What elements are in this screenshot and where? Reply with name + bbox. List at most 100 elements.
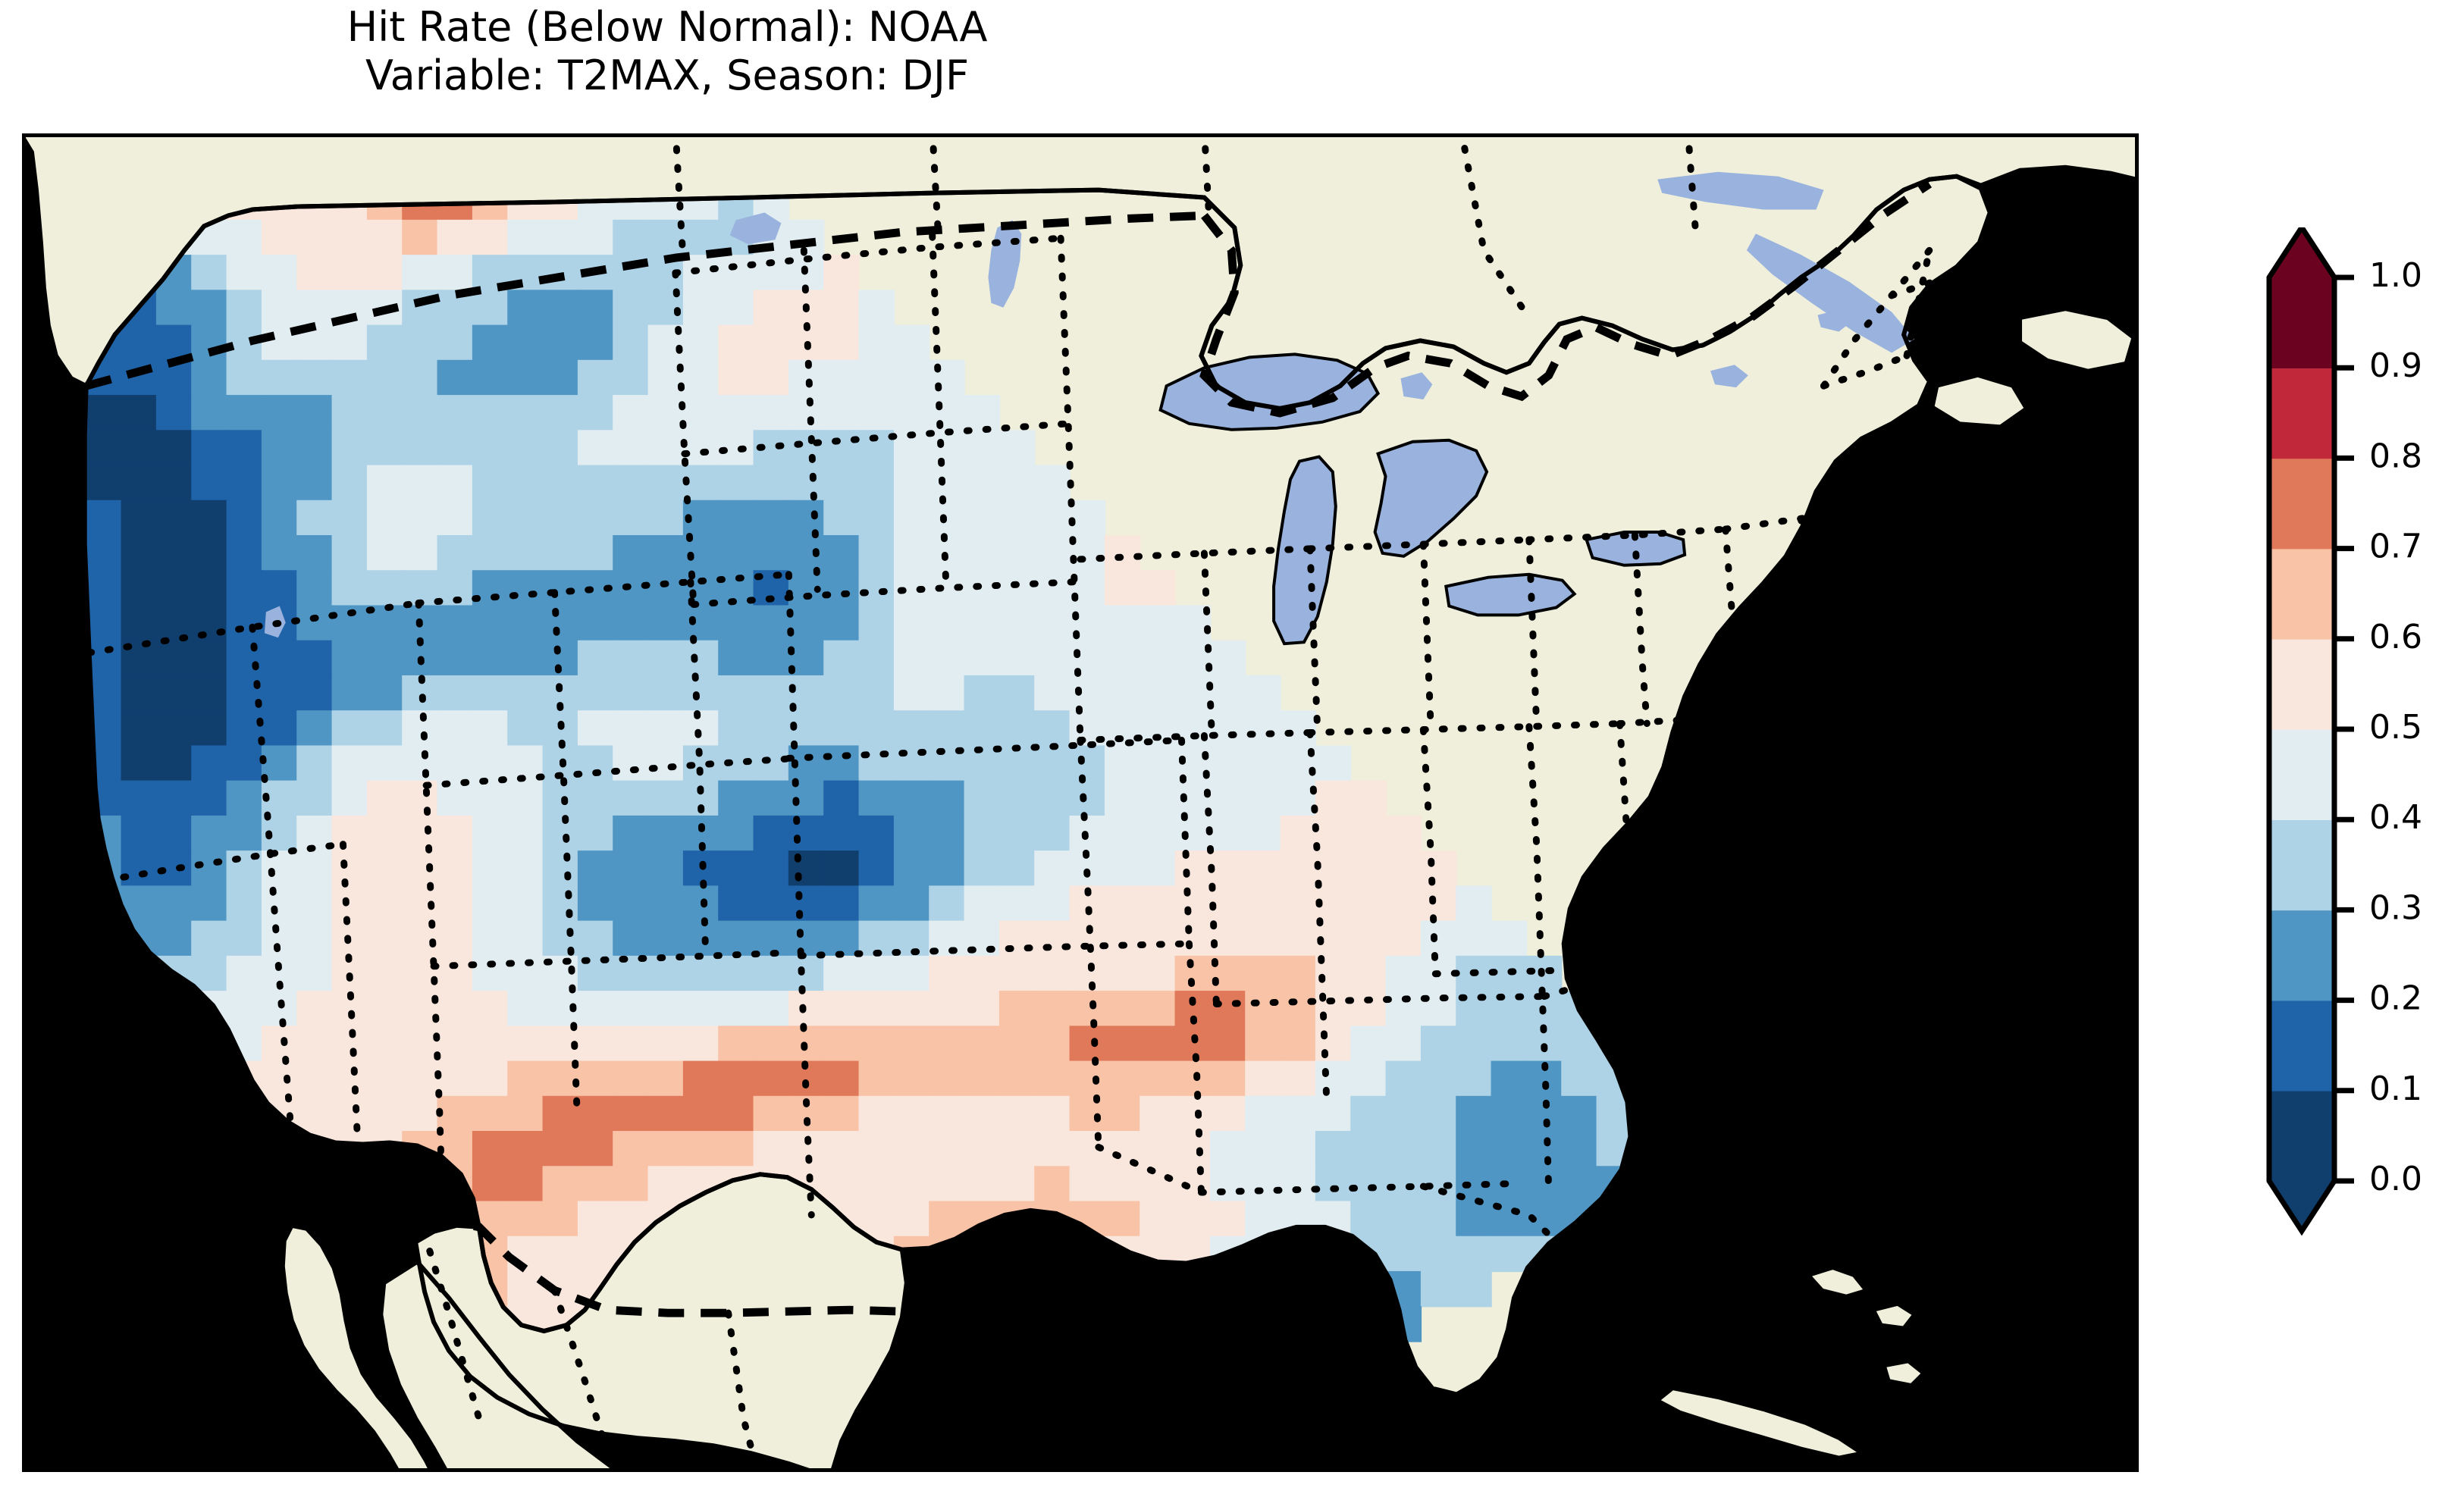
heatmap-cell [1034, 640, 1071, 677]
heatmap-cell [858, 1201, 895, 1237]
heatmap-cell [1385, 920, 1422, 957]
heatmap-cell [998, 991, 1036, 1027]
heatmap-cell [1245, 745, 1281, 781]
heatmap-cell [998, 675, 1036, 712]
heatmap-cell [1104, 675, 1141, 712]
heatmap-cell [929, 780, 965, 817]
heatmap-cell [155, 640, 193, 677]
heatmap-cell [613, 359, 649, 396]
heatmap-cell [1456, 1026, 1492, 1062]
heatmap-cell [998, 780, 1036, 817]
heatmap-cell [507, 430, 544, 466]
heatmap-cell [964, 1060, 1001, 1097]
heatmap-cell [472, 290, 509, 326]
heatmap-cell [437, 991, 474, 1027]
heatmap-cell [858, 500, 895, 537]
heatmap-cell [964, 1026, 1001, 1062]
heatmap-cell [577, 1201, 614, 1237]
state-border [687, 578, 710, 960]
heatmap-cell [998, 465, 1036, 501]
colorbar[interactable]: 0.00.10.20.30.40.50.60.70.80.91.0 Hit Ra… [2263, 227, 2464, 1289]
heatmap-cell [858, 885, 895, 922]
heatmap-cell [1280, 780, 1317, 817]
heatmap-cell [366, 745, 403, 781]
heatmap-cell [226, 570, 263, 606]
climate-map[interactable] [26, 137, 2135, 1468]
heatmap-cell [577, 535, 614, 572]
heatmap-cell [682, 255, 719, 291]
heatmap-cell [226, 359, 263, 396]
heatmap-cell [647, 850, 685, 887]
heatmap-cell [507, 675, 544, 712]
heatmap-cell [577, 1060, 614, 1097]
heatmap-cell [1034, 1131, 1071, 1167]
heatmap-cell [507, 1026, 544, 1062]
heatmap-cell [613, 605, 649, 641]
heatmap-cell [1456, 1095, 1492, 1132]
heatmap-cell [226, 255, 263, 291]
heatmap-cell [1140, 605, 1176, 641]
heatmap-cell [788, 955, 825, 992]
heatmap-cell [331, 255, 368, 291]
heatmap-cell [472, 850, 509, 887]
heatmap-cell [1245, 850, 1281, 887]
heatmap-cell [121, 815, 158, 852]
heatmap-cell [929, 955, 965, 992]
heatmap-cell [788, 991, 825, 1027]
heatmap-cell [437, 850, 474, 887]
heatmap-cell [1491, 1095, 1528, 1132]
heatmap-cell [823, 359, 860, 396]
heatmap-cell [1104, 815, 1141, 852]
lake-ontario-sm [1710, 365, 1748, 388]
heatmap-cell [1209, 850, 1246, 887]
heatmap-cell [577, 780, 614, 817]
heatmap-cell [929, 991, 965, 1027]
heatmap-cell [191, 675, 227, 712]
heatmap-cell [1140, 885, 1176, 922]
heatmap-cell [858, 745, 895, 781]
heatmap-cell [753, 500, 790, 537]
state-border [929, 231, 950, 586]
heatmap-cell [964, 710, 1001, 747]
lake-superior [1160, 354, 1378, 430]
heatmap-cell [964, 1095, 1001, 1132]
heatmap-cell [296, 1060, 333, 1097]
heatmap-cell [998, 885, 1036, 922]
heatmap-cell [1140, 570, 1176, 606]
heatmap-cell [577, 885, 614, 922]
heatmap-cell [1280, 1095, 1317, 1132]
heatmap-cell [1174, 815, 1212, 852]
state-border [1638, 964, 1658, 1173]
heatmap-cell [1034, 465, 1071, 501]
heatmap-cell [718, 290, 754, 326]
heatmap-cell [472, 780, 509, 817]
state-border [1628, 917, 1798, 955]
heatmap-cell [577, 1131, 614, 1167]
heatmap-cell [1385, 1131, 1422, 1167]
heatmap-cell [718, 1060, 754, 1097]
heatmap-cell [507, 605, 544, 641]
heatmap-cell [613, 430, 649, 466]
heatmap-cell [577, 850, 614, 887]
heatmap-cell [1034, 710, 1071, 747]
heatmap-cell [753, 675, 790, 712]
heatmap-cell [929, 395, 965, 431]
state-border [1419, 540, 1434, 734]
lake-superior-shoreline [1158, 352, 1381, 431]
heatmap-cell [1140, 991, 1176, 1027]
heatmap-cell [893, 991, 930, 1027]
heatmap-cell [542, 395, 579, 431]
heatmap-cell [577, 1236, 614, 1273]
heatmap-cell [155, 920, 193, 957]
heatmap-cell [331, 465, 368, 501]
canada-coastline [26, 137, 2135, 411]
heatmap-cell [1350, 1131, 1387, 1167]
state-border [1200, 732, 1220, 1007]
heatmap-cell [121, 430, 158, 466]
heatmap-cell [647, 1131, 685, 1167]
bahamas-island [1805, 1265, 1870, 1298]
heatmap-cell [1385, 1201, 1422, 1237]
colorbar-segment [2269, 729, 2334, 820]
colorbar-svg[interactable]: 0.0 0.1 0.2 0.3 0.4 0.5 0.6 0.7 0.8 0.9 1.0 [2263, 227, 2464, 1289]
heatmap-cell [1456, 1201, 1492, 1237]
